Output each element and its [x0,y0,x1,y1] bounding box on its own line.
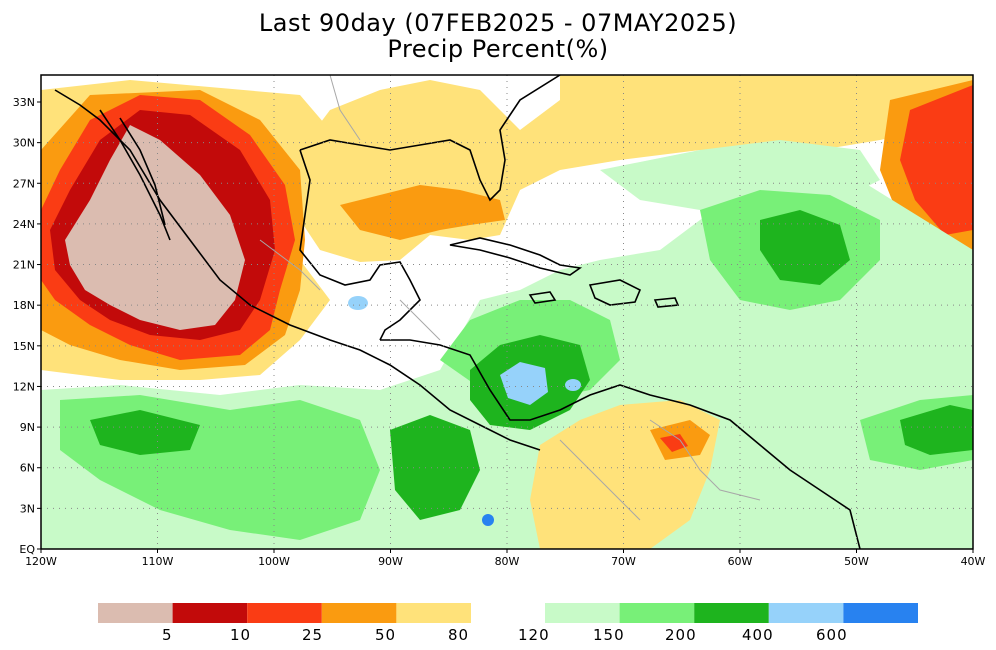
coastlines [54,75,861,549]
country-borders [259,75,761,521]
field-wet600-pac [482,514,494,526]
coast-jamaica [528,291,557,304]
legend-swatch [768,603,844,623]
lat-label: 24N [13,218,35,231]
legend-swatch [396,603,471,623]
field-wet400-carib2 [565,379,581,391]
lon-label: 50W [844,555,869,568]
coast-us-gulf [299,75,561,202]
legend-label: 200 [665,626,697,644]
field-wet200-pac-w [90,410,200,455]
chart-subtitle: Precip Percent(%) [387,35,609,63]
lon-label: 80W [495,555,520,568]
field-wet400-carib [500,362,548,405]
legend-swatch [619,603,695,623]
lon-label: 70W [611,555,636,568]
legend-label: 150 [593,626,625,644]
lat-axis: 33N 30N 27N 24N 21N 18N 15N 12N 9N 6N 3N EQ [13,96,41,556]
lon-label: 100W [258,555,290,568]
field-dry25-east [900,85,973,235]
coast-cuba [449,237,583,276]
legend-label: 120 [518,626,550,644]
lon-label: 120W [25,555,57,568]
field-dry25-sa-north [660,434,688,452]
legend-swatch [545,603,620,623]
lat-label: 3N [20,502,35,515]
lat-label: 30N [13,137,35,150]
legend-label: 5 [162,626,173,644]
grid-lines [41,75,973,549]
lon-label: 60W [728,555,753,568]
legend-label: 50 [375,626,397,644]
lat-label: 33N [13,96,35,109]
legend-left [98,603,471,623]
lat-label: 21N [13,259,35,272]
field-wet400-honduras [348,296,368,310]
field-dry50-gulf [340,185,505,240]
lat-label: 18N [13,299,35,312]
lat-label: EQ [19,543,35,556]
legend-label: 400 [742,626,774,644]
lat-label: 9N [20,421,35,434]
lon-label: 40W [961,555,986,568]
coast-gulf [299,149,421,341]
field-wet200-eatl [900,405,973,455]
legend-label: 80 [448,626,470,644]
lat-label: 6N [20,462,35,475]
lon-axis: 120W 110W 100W 90W 80W 70W 60W 50W 40W [25,549,986,568]
coast-hispaniola [588,279,642,306]
lat-label: 12N [13,380,35,393]
field-wet200-pac [390,415,480,520]
legend-swatch [98,603,173,623]
legend-swatch [694,603,769,623]
coast-centam-carib [380,339,861,549]
field-dry80-north [41,75,973,262]
legend-swatch [843,603,918,623]
lat-label: 15N [13,340,35,353]
lon-label: 90W [378,555,403,568]
field-very-dry-mexico [65,125,245,330]
legend-label: 25 [302,626,324,644]
legend-label: 10 [230,626,252,644]
chart-title: Last 90day (07FEB2025 - 07MAY2025) [258,9,738,37]
coast-baja [99,109,171,241]
legend-right [545,603,918,623]
lon-label: 110W [142,555,174,568]
lat-label: 27N [13,177,35,190]
legend-label: 600 [816,626,848,644]
field-wet200-atl [760,210,850,285]
legend-swatch [247,603,322,623]
legend-swatch [321,603,397,623]
legend-swatch [172,603,248,623]
